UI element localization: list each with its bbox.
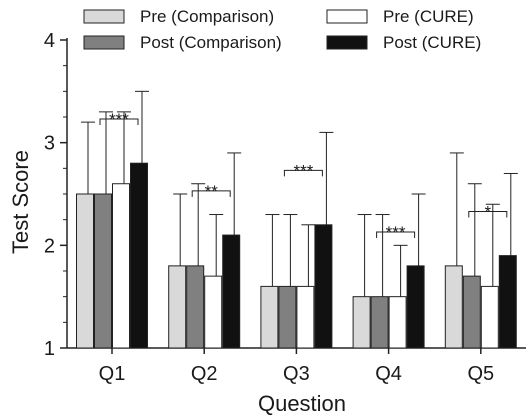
significance-bracket [191,190,231,197]
y-tick-label: 4 [44,30,55,52]
bar [278,285,297,349]
bar [406,265,425,349]
significance-annotations: ************ [99,110,508,242]
legend-swatch [83,35,125,50]
bar [186,265,205,349]
legend-label: Pre (Comparison) [140,7,274,26]
bar [480,285,499,349]
y-axis-label: Test Score [8,150,33,254]
x-tick-label: Q2 [191,363,218,385]
y-tick-label: 2 [44,235,55,257]
x-tick-label: Q3 [283,363,310,385]
x-axis-label: Question [258,391,346,416]
legend: Pre (Comparison) Post (Comparison) Pre (CU… [83,7,481,52]
x-axis: Q1 Q2 Q3 Q4 Q5 [67,347,526,385]
bar [498,255,517,349]
bar [352,296,371,349]
bar [370,296,389,349]
x-tick-label: Q4 [375,363,402,385]
x-tick-label: Q1 [99,363,126,385]
bar [296,285,315,349]
significance-label: ** [205,182,219,201]
significance-label: *** [109,110,129,129]
bar [112,183,130,349]
significance-label: *** [293,161,313,180]
bar [204,275,223,349]
y-tick-label: 1 [44,338,55,360]
legend-swatch [326,9,368,24]
bar [444,265,463,349]
legend-swatch [83,9,125,24]
legend-label: Post (CURE) [383,33,481,52]
bar [94,193,112,349]
bar [462,275,481,349]
significance-bracket [468,210,508,218]
bar [168,265,187,349]
error-bars [81,90,518,297]
significance-bracket [376,231,416,238]
bar [314,224,333,349]
bar [130,162,148,349]
x-tick-label: Q5 [467,363,494,385]
bar [388,296,407,349]
significance-bracket [283,169,323,177]
bar [222,234,241,349]
bars [76,162,517,349]
y-tick-label: 3 [44,133,55,155]
significance-label: *** [386,223,406,242]
legend-label: Pre (CURE) [383,7,474,26]
legend-swatch [326,35,368,50]
significance-bracket [99,118,139,126]
legend-label: Post (Comparison) [140,33,282,52]
y-axis: 1 2 3 4 [44,30,68,360]
bar [260,285,279,349]
significance-label: * [484,202,491,221]
bar [76,193,94,349]
